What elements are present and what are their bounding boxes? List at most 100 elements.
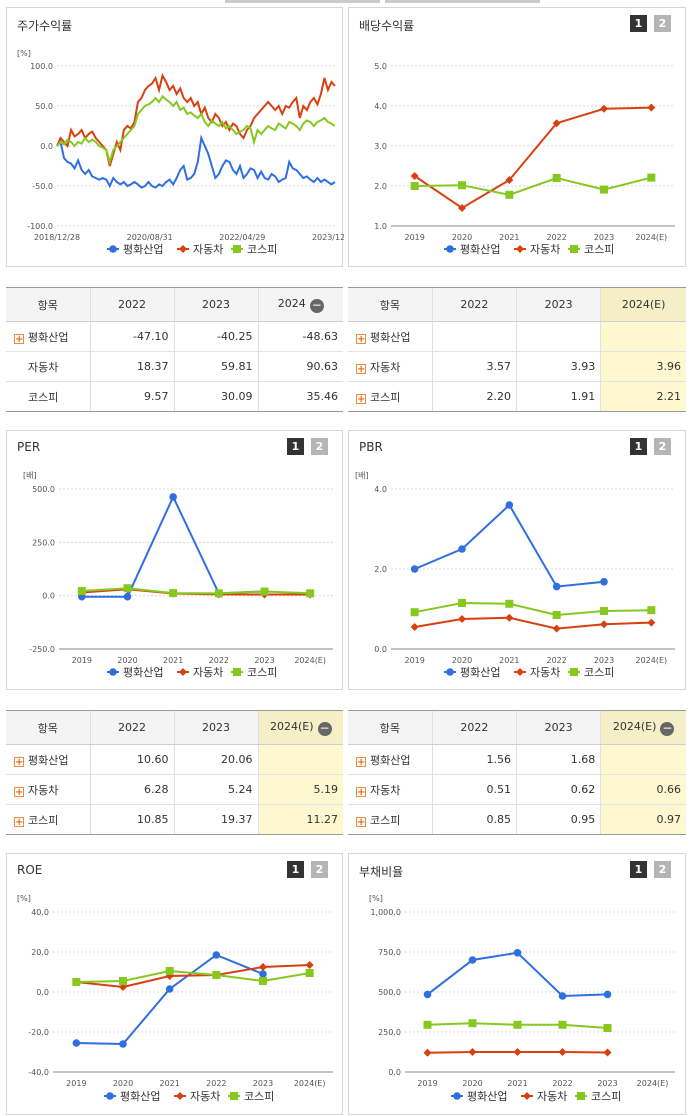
data-point	[600, 607, 608, 615]
view-1-button[interactable]: 1	[630, 15, 647, 32]
legend-label: 코스피	[244, 1090, 274, 1103]
data-point	[212, 951, 221, 959]
y-tick-label: 0.0	[388, 1068, 401, 1077]
expand-row-icon[interactable]: +	[356, 393, 366, 405]
value-cell: 20.06	[173, 744, 258, 775]
data-point	[458, 615, 466, 623]
data-point	[77, 586, 86, 595]
value-cell: -47.10	[89, 321, 174, 352]
y-tick-label: -50.0	[32, 182, 53, 191]
y-unit-label: [배]	[355, 471, 369, 480]
row-label-cell[interactable]: + 코스피	[6, 804, 90, 835]
x-tick-label: 2020	[452, 233, 472, 242]
top-scroll-edge	[225, 0, 380, 3]
legend-marker	[570, 668, 578, 676]
data-point	[600, 578, 608, 586]
legend-label: 평화산업	[120, 1090, 160, 1103]
view-2-button[interactable]: 2	[311, 438, 328, 455]
value-cell: 1.56	[431, 744, 517, 775]
expand-row-icon[interactable]: +	[14, 333, 24, 345]
debt-ratio-chart: [%] 1,000.0 750.0 500.0 250.0 0.0 2019 2020 2021…	[369, 894, 675, 1103]
legend-marker	[446, 668, 454, 676]
data-point	[558, 1020, 567, 1029]
table-row: + 평화산업 -47.10 -40.25 -48.63	[6, 321, 343, 352]
data-point	[552, 582, 561, 591]
row-label-cell[interactable]: + 코스피	[348, 381, 433, 412]
view-1-button[interactable]: 1	[287, 438, 304, 455]
value-cell	[600, 321, 686, 352]
view-2-button[interactable]: 2	[654, 438, 671, 455]
legend-label: 평화산업	[467, 1090, 507, 1103]
collapse-column-button[interactable]: −	[309, 297, 324, 313]
header-label: 2024	[277, 296, 306, 310]
data-point	[468, 1048, 477, 1056]
expand-row-icon[interactable]: +	[356, 816, 366, 828]
y-tick-label: 3.0	[374, 142, 387, 151]
data-point	[647, 103, 656, 112]
y-tick-label: 1,000.0	[370, 908, 401, 917]
header-label: 2022	[460, 721, 489, 734]
panel-title: 부채비율	[359, 865, 404, 879]
debt-ratio-panel: 부채비율 1 2 [%] 1,000.0 750.0 500.0 250.0 0.0 201…	[348, 853, 686, 1115]
legend-marker	[516, 668, 524, 676]
per-table: 항목 2022 2023 2024(E) − + 평화산업 10.60 20.06 + 자동차 6.2…	[6, 710, 343, 835]
data-point	[410, 565, 419, 573]
view-2-button[interactable]: 2	[654, 15, 671, 32]
value-cell: 3.93	[515, 351, 601, 382]
series-line	[414, 176, 652, 196]
view-1-button[interactable]: 1	[630, 438, 647, 455]
data-point	[647, 606, 656, 615]
row-label-cell[interactable]: + 자동차	[348, 351, 433, 382]
view-1-button[interactable]: 1	[287, 861, 304, 878]
data-point	[603, 990, 612, 999]
row-label-cell[interactable]: + 자동차	[6, 774, 90, 805]
y-tick-label: 250.0	[378, 1028, 401, 1037]
x-tick-label: 2020	[117, 656, 137, 665]
row-label-cell[interactable]: + 평화산업	[348, 321, 433, 352]
expand-row-icon[interactable]: +	[356, 363, 366, 375]
pbr-panel: PBR 1 2 [배] 4.0 2.0 0.0 2019 2020 2021 2022 2023…	[348, 430, 686, 690]
expand-row-icon[interactable]: +	[356, 333, 366, 345]
legend-label: 평화산업	[460, 666, 500, 679]
value-cell: 59.81	[173, 351, 258, 382]
header-label: 항목	[379, 721, 400, 735]
x-tick-label: 2023	[253, 1079, 273, 1088]
legend-label: 코스피	[247, 666, 277, 679]
series-line	[414, 616, 652, 630]
panel-title: PER	[17, 440, 41, 454]
expand-row-icon[interactable]: +	[14, 756, 24, 768]
y-tick-label: 5.0	[374, 62, 387, 71]
expand-row-icon[interactable]: +	[356, 786, 366, 798]
row-label-cell[interactable]: + 평화산업	[6, 744, 90, 775]
row-label-cell[interactable]: + 평화산업	[348, 744, 433, 775]
table-row: + 코스피 10.85 19.37 11.27	[6, 804, 343, 835]
expand-row-icon[interactable]: +	[14, 786, 24, 798]
view-1-button[interactable]: 1	[630, 861, 647, 878]
data-point	[468, 1019, 477, 1028]
row-label-cell[interactable]: + 코스피	[348, 804, 433, 835]
series-line	[56, 134, 336, 189]
row-label-cell: 코스피	[6, 381, 90, 412]
y-tick-label: 4.0	[374, 485, 387, 494]
expand-row-icon[interactable]: +	[14, 816, 24, 828]
collapse-column-button[interactable]: −	[317, 720, 332, 736]
value-cell	[431, 321, 517, 352]
value-cell: 5.19	[257, 774, 343, 805]
view-2-button[interactable]: 2	[311, 861, 328, 878]
row-label-cell[interactable]: + 평화산업	[6, 321, 90, 352]
collapse-column-button[interactable]: −	[660, 720, 675, 736]
data-point	[119, 977, 127, 985]
expand-row-icon[interactable]: +	[356, 756, 366, 768]
legend-marker	[577, 1092, 585, 1100]
dividend-yield-chart: 5.0 4.0 3.0 2.0 1.0 2019 2020 2021 2022 2023 2024(…	[374, 62, 675, 256]
data-point	[410, 623, 419, 631]
x-tick-label: 2022	[546, 656, 566, 665]
y-tick-label: -40.0	[28, 1068, 49, 1077]
data-point	[169, 493, 177, 501]
view-2-button[interactable]: 2	[654, 861, 671, 878]
legend-label: 코스피	[247, 243, 277, 256]
x-tick-label: 2018/12/28	[34, 233, 80, 242]
row-label-cell[interactable]: + 자동차	[348, 774, 433, 805]
x-tick-label: 2021	[163, 656, 183, 665]
data-point	[260, 587, 269, 596]
